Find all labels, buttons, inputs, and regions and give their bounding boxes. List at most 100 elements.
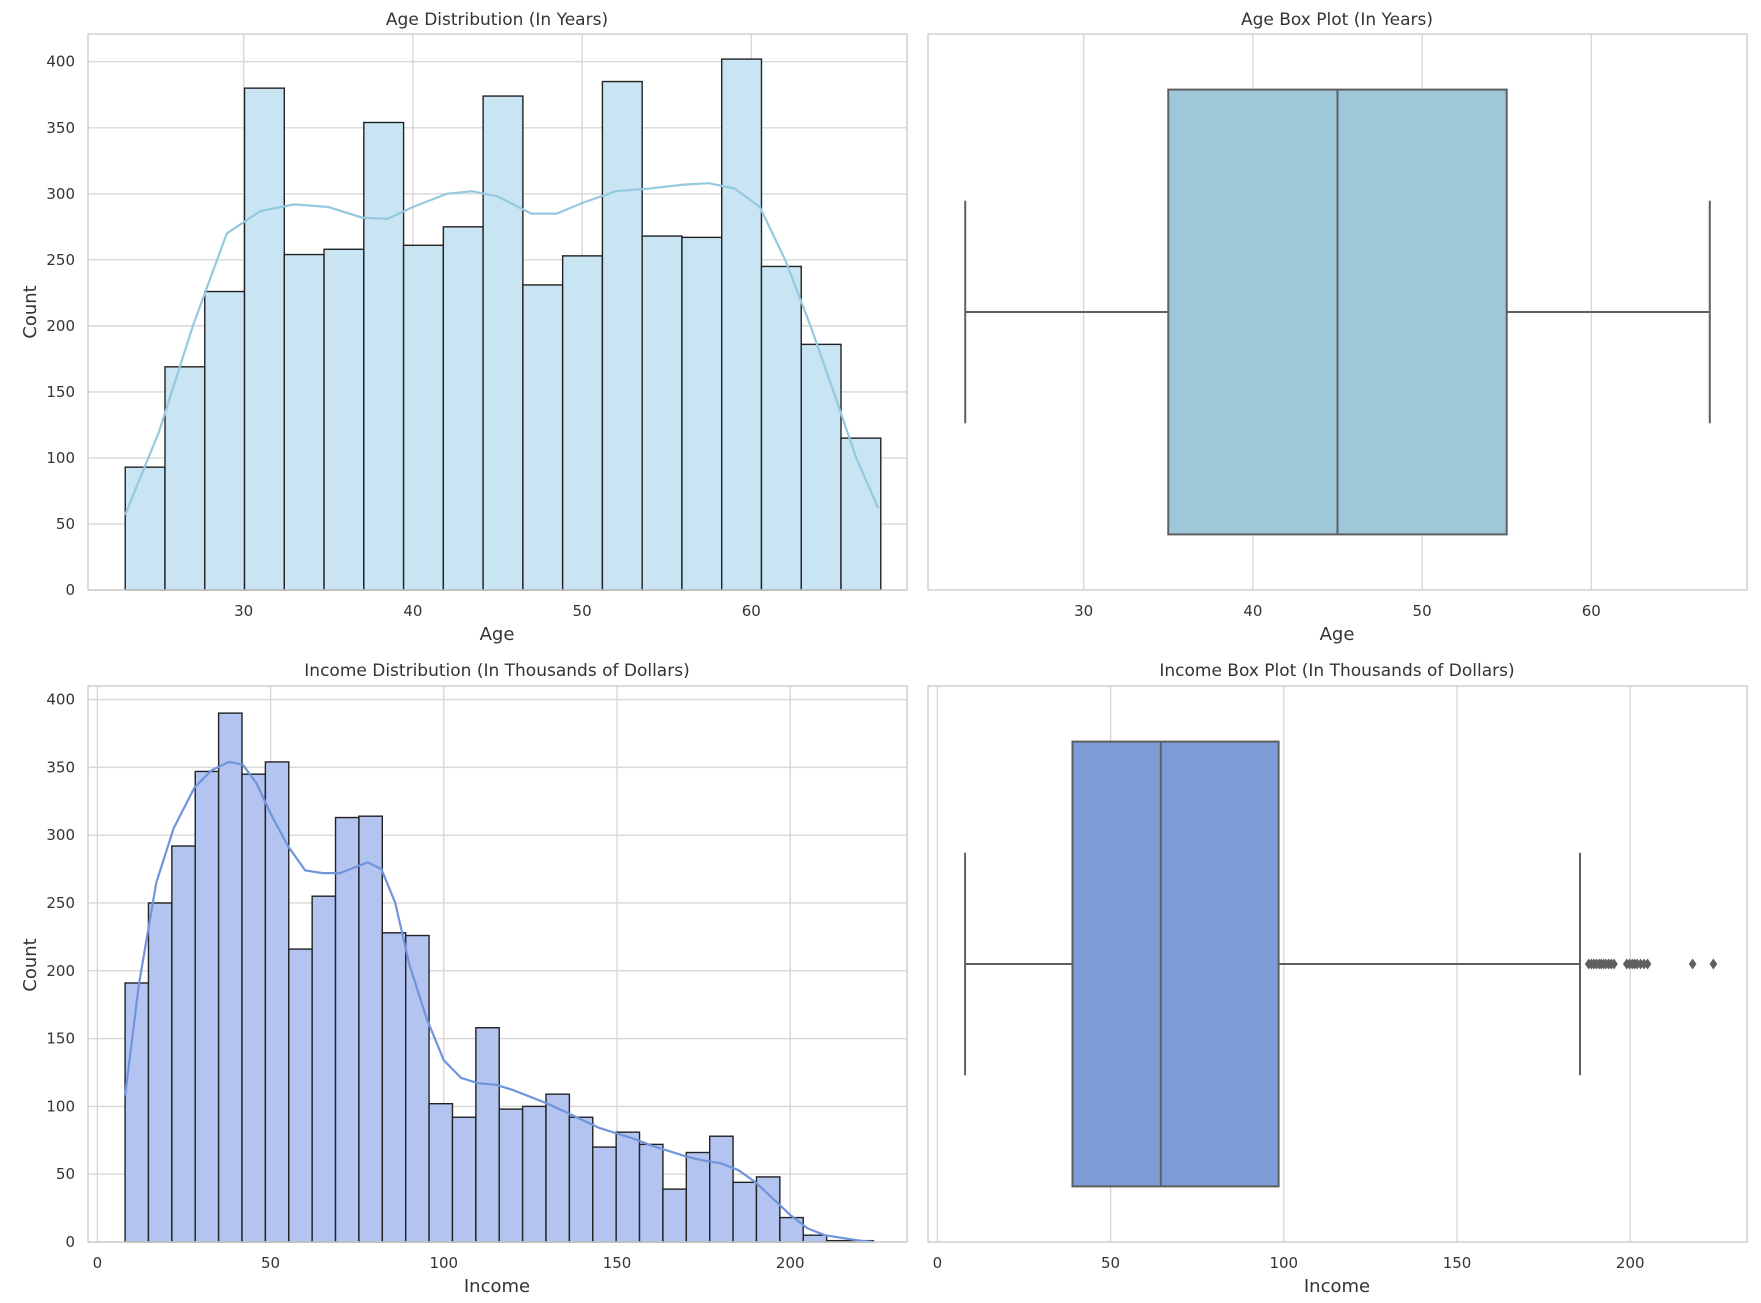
hist-ytick-100: 100	[46, 1097, 75, 1115]
age-boxplot-frame	[927, 33, 1748, 591]
box-outlier	[1610, 958, 1618, 970]
box-xtick-100: 100	[1269, 1254, 1298, 1272]
hist-bar	[681, 236, 723, 591]
hist-bar	[708, 1135, 734, 1243]
hist-ytick-150: 150	[46, 1030, 75, 1048]
hist-bar	[124, 466, 166, 591]
box-xtick-40: 40	[1243, 602, 1262, 620]
box-xtick-150: 150	[1443, 1254, 1472, 1272]
box-xtick-30: 30	[1074, 602, 1093, 620]
hist-bar	[721, 58, 763, 591]
hist-bar	[311, 895, 337, 1243]
hist-bar	[217, 712, 243, 1243]
age-histogram-xlabel: Age	[480, 624, 515, 645]
hist-ytick-300: 300	[46, 185, 75, 203]
hist-bar	[171, 845, 196, 1243]
hist-bar	[475, 1027, 500, 1243]
income-boxplot-xlabel: Income	[1304, 1276, 1370, 1297]
box-xtick-50: 50	[1413, 602, 1432, 620]
hist-ytick-350: 350	[46, 119, 75, 137]
income-histogram-ylabel: Count	[20, 938, 41, 991]
hist-ytick-250: 250	[46, 894, 75, 912]
hist-bar	[264, 761, 290, 1243]
box-xtick-200: 200	[1616, 1254, 1645, 1272]
hist-bar	[243, 87, 285, 591]
hist-bar	[760, 265, 802, 591]
income-histogram-xlabel: Income	[464, 1276, 530, 1297]
hist-bar	[482, 95, 524, 591]
hist-xtick-50: 50	[261, 1254, 280, 1272]
hist-bar	[522, 284, 564, 591]
hist-xtick-200: 200	[776, 1254, 805, 1272]
hist-bar	[358, 815, 384, 1243]
hist-bar	[545, 1093, 571, 1243]
income-histogram-frame	[87, 685, 908, 1243]
hist-bar	[241, 773, 267, 1243]
hist-xtick-50: 50	[573, 602, 592, 620]
box-xtick-0: 0	[933, 1254, 943, 1272]
hist-bar	[442, 226, 484, 591]
hist-xtick-150: 150	[603, 1254, 632, 1272]
hist-ytick-400: 400	[46, 691, 75, 709]
hist-bar	[638, 1143, 664, 1243]
hist-ytick-100: 100	[46, 449, 75, 467]
kde-line	[124, 760, 874, 1244]
age-boxplot-panel: Age Box Plot (In Years) 30 40 50 60 Age	[927, 10, 1748, 645]
kde-line	[124, 182, 880, 516]
hist-xtick-30: 30	[234, 602, 253, 620]
hist-bar	[288, 948, 313, 1243]
hist-bar	[561, 255, 604, 591]
hist-ytick-50: 50	[56, 515, 75, 533]
hist-bar	[498, 1108, 524, 1243]
box-xtick-60: 60	[1582, 602, 1601, 620]
hist-bar	[402, 244, 445, 591]
age-histogram-frame	[87, 33, 908, 591]
hist-bar	[164, 366, 206, 591]
hist-ytick-300: 300	[46, 826, 75, 844]
hist-bar	[641, 235, 683, 591]
box-outlier	[1709, 958, 1718, 970]
hist-xtick-100: 100	[429, 1254, 458, 1272]
hist-ytick-400: 400	[46, 53, 75, 71]
hist-bar	[147, 902, 173, 1243]
hist-ytick-50: 50	[56, 1165, 75, 1183]
hist-bar	[323, 248, 365, 591]
age-histogram-title: Age Distribution (In Years)	[386, 10, 608, 30]
box-xtick-50: 50	[1101, 1254, 1120, 1272]
hist-bar	[732, 1181, 758, 1243]
hist-xtick-60: 60	[742, 602, 761, 620]
hist-ytick-350: 350	[46, 758, 75, 776]
hist-bar	[124, 982, 150, 1243]
box-iqr	[1071, 740, 1280, 1188]
hist-ytick-0: 0	[65, 1233, 75, 1251]
hist-bar	[404, 934, 430, 1243]
hist-bar	[363, 121, 405, 591]
hist-bar	[334, 816, 360, 1243]
hist-ytick-0: 0	[65, 581, 75, 599]
box-outlier	[1688, 958, 1697, 970]
hist-bar	[194, 770, 220, 1243]
hist-bar	[451, 1116, 477, 1243]
hist-bar	[662, 1188, 688, 1243]
age-boxplot-title: Age Box Plot (In Years)	[1241, 10, 1433, 30]
hist-bar	[615, 1131, 641, 1243]
age-histogram-ylabel: Count	[20, 285, 41, 338]
hist-bar	[283, 253, 325, 591]
income-boxplot-title: Income Box Plot (In Thousands of Dollars…	[1159, 661, 1514, 681]
hist-bar	[802, 1234, 828, 1243]
hist-bar	[840, 437, 882, 591]
income-histogram-panel: Income Distribution (In Thousands of Dol…	[20, 661, 908, 1297]
income-boxplot-panel: Income Box Plot (In Thousands of Dollars…	[927, 661, 1748, 1297]
hist-bar	[592, 1146, 617, 1243]
hist-bar	[428, 1102, 454, 1243]
hist-bar	[521, 1105, 547, 1243]
income-histogram-title: Income Distribution (In Thousands of Dol…	[304, 661, 689, 681]
hist-xtick-0: 0	[93, 1254, 103, 1272]
hist-ytick-200: 200	[46, 317, 75, 335]
box-outlier	[1643, 958, 1652, 970]
age-boxplot-xlabel: Age	[1320, 624, 1355, 645]
hist-ytick-200: 200	[46, 962, 75, 980]
hist-bar	[601, 80, 643, 591]
hist-ytick-150: 150	[46, 383, 75, 401]
